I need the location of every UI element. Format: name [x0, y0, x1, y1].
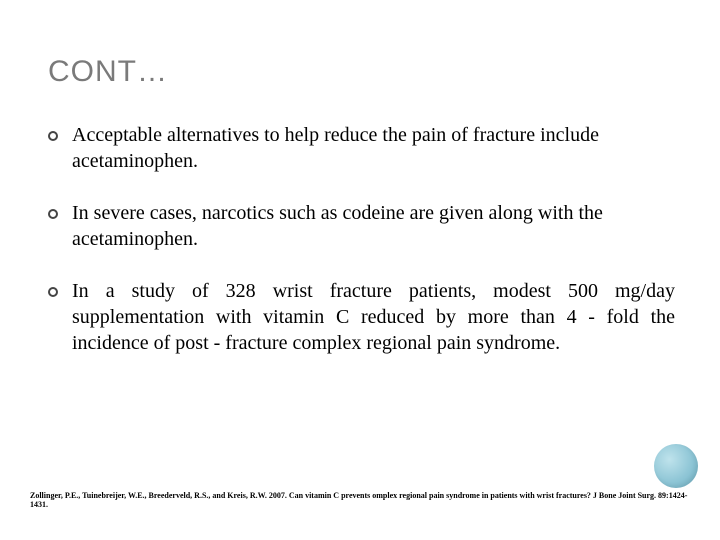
- bullet-text: In severe cases, narcotics such as codei…: [72, 201, 675, 252]
- list-item: In a study of 328 wrist fracture patient…: [48, 279, 675, 356]
- bullet-list: Acceptable alternatives to help reduce t…: [48, 123, 675, 356]
- bullet-text: In a study of 328 wrist fracture patient…: [72, 279, 675, 356]
- slide: CONT… Acceptable alternatives to help re…: [0, 0, 720, 540]
- list-item: Acceptable alternatives to help reduce t…: [48, 123, 675, 174]
- bullet-icon: [48, 209, 58, 219]
- bullet-icon: [48, 287, 58, 297]
- citation-text: Zollinger, P.E., Tuinebreijer, W.E., Bre…: [30, 491, 690, 510]
- bullet-text: Acceptable alternatives to help reduce t…: [72, 123, 675, 174]
- slide-title: CONT…: [48, 55, 675, 89]
- bullet-icon: [48, 131, 58, 141]
- list-item: In severe cases, narcotics such as codei…: [48, 201, 675, 252]
- decorative-circle: [654, 444, 698, 488]
